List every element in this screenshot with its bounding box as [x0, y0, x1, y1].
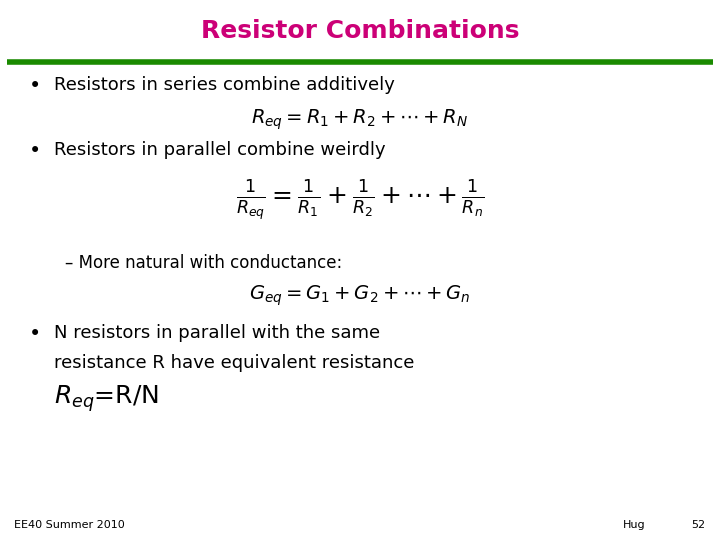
Text: $R_{eq}$=R/N: $R_{eq}$=R/N	[54, 383, 159, 414]
Text: Hug: Hug	[623, 520, 645, 530]
Text: $G_{eq} = G_1 + G_2 + \cdots + G_n$: $G_{eq} = G_1 + G_2 + \cdots + G_n$	[249, 284, 471, 308]
Text: Resistors in parallel combine weirdly: Resistors in parallel combine weirdly	[54, 141, 386, 159]
Text: – More natural with conductance:: – More natural with conductance:	[65, 254, 342, 272]
Text: 52: 52	[691, 520, 706, 530]
Text: •: •	[29, 141, 41, 161]
Text: $R_{eq} = R_1 + R_2 + \cdots + R_N$: $R_{eq} = R_1 + R_2 + \cdots + R_N$	[251, 108, 469, 132]
Text: •: •	[29, 324, 41, 344]
Text: $\frac{1}{R_{eq}} = \frac{1}{R_1} + \frac{1}{R_2} + \cdots + \frac{1}{R_n}$: $\frac{1}{R_{eq}} = \frac{1}{R_1} + \fra…	[236, 178, 484, 222]
Text: •: •	[29, 76, 41, 96]
Text: resistance R have equivalent resistance: resistance R have equivalent resistance	[54, 354, 415, 372]
Text: Resistor Combinations: Resistor Combinations	[201, 19, 519, 43]
Text: Resistors in series combine additively: Resistors in series combine additively	[54, 76, 395, 93]
Text: N resistors in parallel with the same: N resistors in parallel with the same	[54, 324, 380, 342]
Text: EE40 Summer 2010: EE40 Summer 2010	[14, 520, 125, 530]
